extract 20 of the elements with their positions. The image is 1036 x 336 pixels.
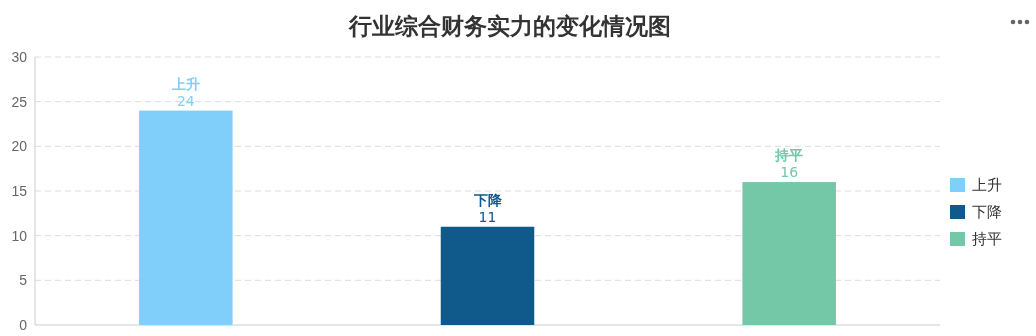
y-tick-label: 15	[11, 182, 28, 199]
y-tick-label: 25	[11, 93, 28, 110]
text: 持平	[775, 147, 804, 164]
y-tick-label: 0	[19, 316, 28, 333]
text: 下降	[473, 191, 502, 208]
data-label: 16	[780, 164, 799, 181]
data-label: 11	[478, 208, 497, 225]
bar	[440, 226, 535, 325]
text: 上升	[171, 75, 200, 92]
legend-label: 上升	[972, 176, 1002, 194]
y-tick-label: 5	[19, 272, 28, 289]
data-label: 24	[176, 92, 195, 109]
bar	[742, 182, 836, 325]
y-tick-label: 30	[11, 48, 28, 65]
y-tick-label: 10	[11, 227, 28, 244]
y-tick-label: 20	[11, 138, 28, 155]
chart-title: 行业综合财务实力的变化情况图	[348, 13, 671, 39]
bar	[139, 110, 233, 325]
legend-label: 持平	[972, 230, 1002, 248]
legend-label: 下降	[972, 203, 1002, 221]
